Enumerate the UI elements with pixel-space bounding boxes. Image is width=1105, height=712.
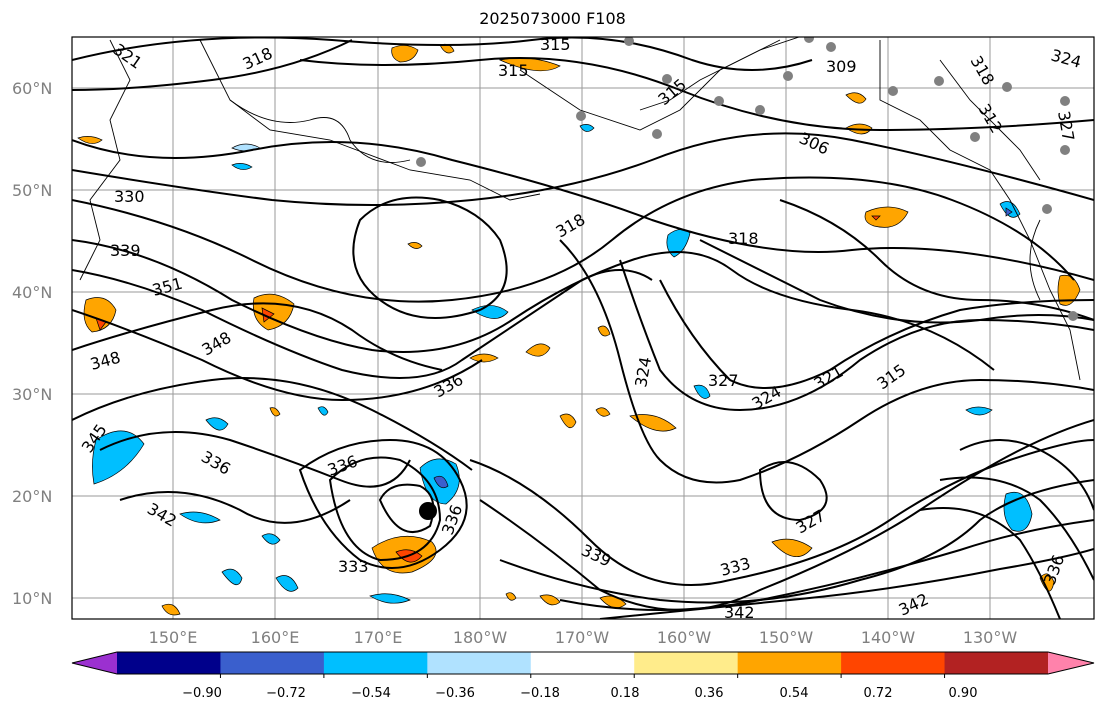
colorbar-tick-label: −0.54 bbox=[351, 686, 391, 701]
colorbar-tick-label: 0.72 bbox=[864, 686, 893, 701]
lon-label-180w: 180°W bbox=[453, 628, 508, 647]
colorbar-swatch bbox=[323, 652, 428, 674]
colorbar-swatches bbox=[71, 651, 1095, 678]
colorbar-swatch bbox=[944, 652, 1049, 674]
colorbar-tick-label: −0.18 bbox=[520, 686, 560, 701]
lat-label-50n: 50°N bbox=[12, 181, 52, 200]
contour-label: 330 bbox=[114, 187, 145, 206]
lat-label-30n: 30°N bbox=[12, 385, 52, 404]
contour-label: 339 bbox=[110, 241, 141, 260]
colorbar-extend-high bbox=[1048, 652, 1094, 674]
map-plot-area: 321 318 315 315 309 318 324 315 306 312 … bbox=[72, 35, 1094, 622]
longitude-axis: 150°E 160°E 170°E 180°W 170°W 160°W 150°… bbox=[149, 628, 1018, 647]
map-frame bbox=[71, 36, 1095, 620]
lon-label-140w: 140°W bbox=[861, 628, 916, 647]
colorbar-tick-label: 0.18 bbox=[611, 686, 640, 701]
colorbar-tick-label: −0.36 bbox=[435, 686, 475, 701]
lat-label-20n: 20°N bbox=[12, 487, 52, 506]
colorbar-swatch bbox=[220, 652, 325, 674]
colorbar-swatch bbox=[634, 652, 739, 674]
colorbar-tick-label: 0.36 bbox=[695, 686, 724, 701]
shaded-field bbox=[77, 43, 1081, 616]
station-markers bbox=[416, 37, 1078, 321]
contour-label: 333 bbox=[338, 557, 369, 576]
contour-label: 309 bbox=[826, 57, 857, 76]
contours bbox=[72, 37, 1094, 619]
latitude-axis: 60°N 50°N 40°N 30°N 20°N 10°N bbox=[12, 79, 52, 608]
colorbar-tick-label: −0.72 bbox=[266, 686, 306, 701]
colorbar-tick-label: 0.90 bbox=[949, 686, 978, 701]
colorbar-tick-label: 0.54 bbox=[780, 686, 809, 701]
lat-label-40n: 40°N bbox=[12, 283, 52, 302]
contour-label: 327 bbox=[708, 371, 739, 390]
colorbar-swatch bbox=[841, 652, 946, 674]
colorbar-swatch bbox=[117, 652, 221, 674]
lat-label-10n: 10°N bbox=[12, 589, 52, 608]
contour-label: 318 bbox=[728, 229, 759, 248]
colorbar-tick-label: −0.90 bbox=[182, 686, 222, 701]
lon-label-150w: 150°W bbox=[759, 628, 814, 647]
lon-label-160e: 160°E bbox=[251, 628, 300, 647]
storm-center-marker bbox=[419, 502, 437, 520]
colorbar-swatch bbox=[530, 652, 635, 674]
colorbar-outline bbox=[71, 651, 1095, 675]
colorbar-swatch bbox=[737, 652, 842, 674]
lon-label-170w: 170°W bbox=[555, 628, 610, 647]
contour-label: 342 bbox=[724, 603, 755, 622]
lon-label-150e: 150°E bbox=[149, 628, 198, 647]
lon-label-130w: 130°W bbox=[963, 628, 1018, 647]
lon-label-170e: 170°E bbox=[354, 628, 403, 647]
map-title: 2025073000 F108 bbox=[479, 9, 626, 28]
colorbar-tick-labels: −0.90 −0.72 −0.54 −0.36 −0.18 0.18 0.36 … bbox=[182, 686, 977, 701]
lon-label-160w: 160°W bbox=[657, 628, 712, 647]
colorbar-swatch bbox=[427, 652, 532, 674]
contour-label: 315 bbox=[498, 61, 529, 80]
contour-label: 315 bbox=[540, 35, 571, 54]
lat-label-60n: 60°N bbox=[12, 79, 52, 98]
colorbar-extend-low bbox=[72, 652, 117, 674]
colorbar: −0.90 −0.72 −0.54 −0.36 −0.18 0.18 0.36 … bbox=[71, 651, 1095, 701]
